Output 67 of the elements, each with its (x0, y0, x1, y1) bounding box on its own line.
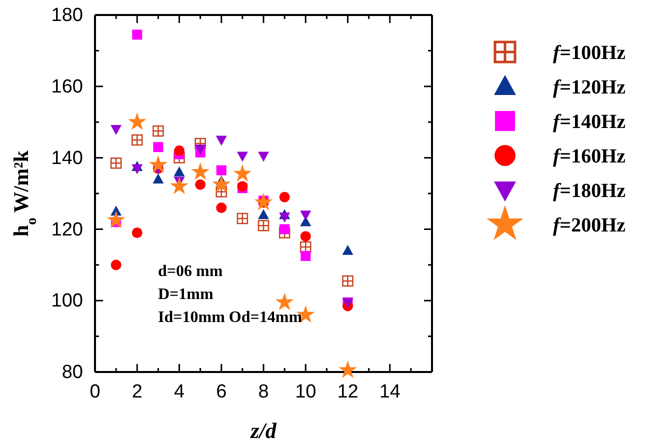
legend-label: f=200Hz (553, 214, 626, 236)
point (191, 162, 210, 180)
point (106, 210, 126, 228)
x-tick-label: 0 (90, 381, 100, 402)
x-tick-label: 2 (132, 381, 142, 402)
y-tick-label: 80 (62, 362, 83, 384)
legend-label: f=100Hz (553, 42, 626, 64)
point (148, 155, 168, 173)
x-tick-label: 10 (295, 381, 316, 402)
y-tick-label: 140 (51, 148, 83, 169)
annotation: D=1mm (158, 286, 214, 303)
point (194, 138, 206, 150)
point (152, 173, 164, 184)
point (280, 224, 290, 234)
y-tick-label: 100 (51, 290, 83, 312)
point (194, 144, 206, 155)
x-tick-label: 8 (258, 381, 269, 402)
legend-label: f=180Hz (553, 180, 626, 202)
point (153, 142, 164, 152)
point (195, 179, 206, 190)
point (236, 152, 248, 162)
point (216, 202, 227, 214)
point (279, 192, 290, 202)
point (216, 186, 227, 198)
point (300, 250, 311, 261)
x-axis-title: z/d (250, 418, 278, 443)
x-tick-label: 4 (174, 381, 185, 402)
point (279, 212, 290, 222)
legend-label: f=160Hz (553, 146, 626, 168)
point (152, 125, 164, 137)
point (254, 192, 273, 210)
y-tick-label: 180 (51, 5, 83, 26)
point (132, 164, 143, 174)
point (174, 166, 185, 176)
point (110, 260, 122, 270)
point (128, 112, 146, 130)
y-tick-label: 120 (51, 219, 83, 240)
point (275, 292, 294, 310)
annotation: Id=10mm Od=14mm (158, 309, 303, 326)
x-tick-label: 6 (216, 381, 227, 402)
x-tick-label: 14 (379, 381, 401, 402)
legend-label: f=120Hz (553, 76, 626, 98)
point (132, 134, 143, 146)
point (132, 30, 142, 40)
point (110, 124, 122, 135)
y-tick-label: 160 (51, 76, 83, 98)
annotation: d=06 mm (158, 263, 224, 280)
point (110, 158, 122, 169)
point (132, 228, 142, 238)
point (174, 145, 184, 156)
point (258, 152, 269, 162)
point (216, 165, 226, 176)
point (300, 231, 311, 242)
x-tick-label: 12 (337, 381, 358, 402)
point (258, 209, 269, 220)
point (338, 360, 357, 378)
point (300, 241, 312, 253)
point (212, 174, 231, 192)
point (170, 176, 188, 194)
point (300, 210, 312, 221)
point (258, 220, 270, 232)
point (342, 275, 354, 287)
point (216, 136, 227, 146)
point (233, 164, 252, 182)
point (342, 244, 354, 255)
legend-label: f=140Hz (553, 111, 626, 133)
point (236, 212, 248, 224)
